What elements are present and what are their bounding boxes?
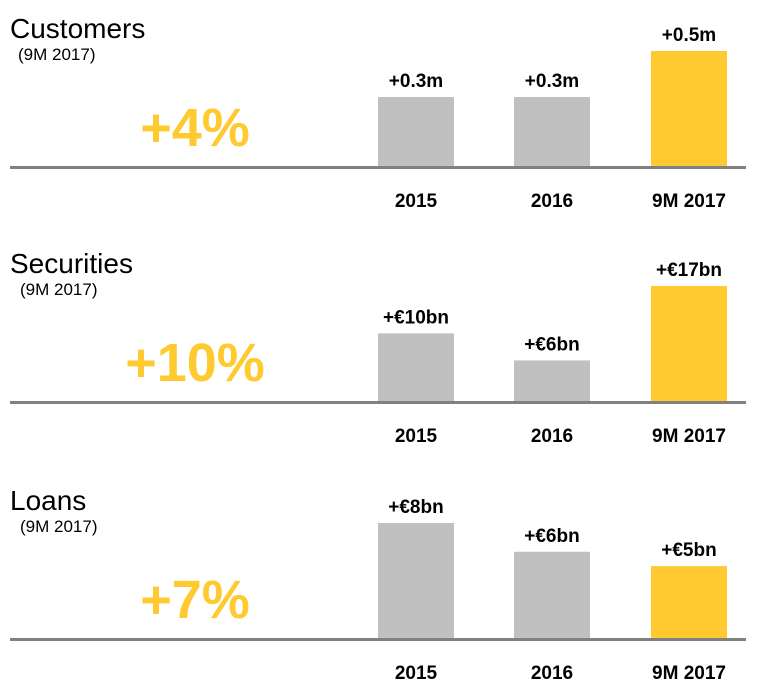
panel-subtitle: (9M 2017)	[20, 517, 97, 536]
value-label: +€5bn	[661, 540, 716, 561]
value-label: +€17bn	[656, 260, 722, 281]
panel-subtitle: (9M 2017)	[20, 280, 97, 299]
value-label: +€8bn	[388, 497, 443, 518]
category-label: 9M 2017	[652, 191, 726, 212]
value-label: +€6bn	[524, 526, 579, 547]
category-label: 2015	[395, 426, 438, 447]
category-label: 2016	[531, 663, 573, 684]
highlight-value: +7%	[140, 570, 250, 630]
panel-title: Loans	[10, 485, 86, 516]
bar	[651, 566, 727, 638]
bar	[378, 97, 454, 166]
bar	[651, 51, 727, 166]
value-label: +0.3m	[389, 71, 443, 92]
category-label: 2015	[395, 663, 438, 684]
value-label: +0.3m	[525, 71, 579, 92]
category-label: 2016	[531, 426, 573, 447]
bar	[514, 360, 590, 401]
value-label: +€6bn	[524, 334, 579, 355]
panel-title: Customers	[10, 13, 145, 44]
category-label: 9M 2017	[652, 426, 726, 447]
panel-subtitle: (9M 2017)	[18, 45, 95, 64]
highlight-value: +10%	[125, 333, 265, 393]
bar	[378, 523, 454, 638]
panel-title: Securities	[10, 248, 133, 279]
bar	[651, 286, 727, 401]
bar	[514, 97, 590, 166]
bar	[378, 333, 454, 401]
value-label: +€10bn	[383, 307, 449, 328]
value-label: +0.5m	[662, 25, 716, 46]
category-label: 2016	[531, 191, 573, 212]
highlight-value: +4%	[140, 98, 250, 158]
category-label: 9M 2017	[652, 663, 726, 684]
bar	[514, 551, 590, 638]
category-label: 2015	[395, 191, 438, 212]
